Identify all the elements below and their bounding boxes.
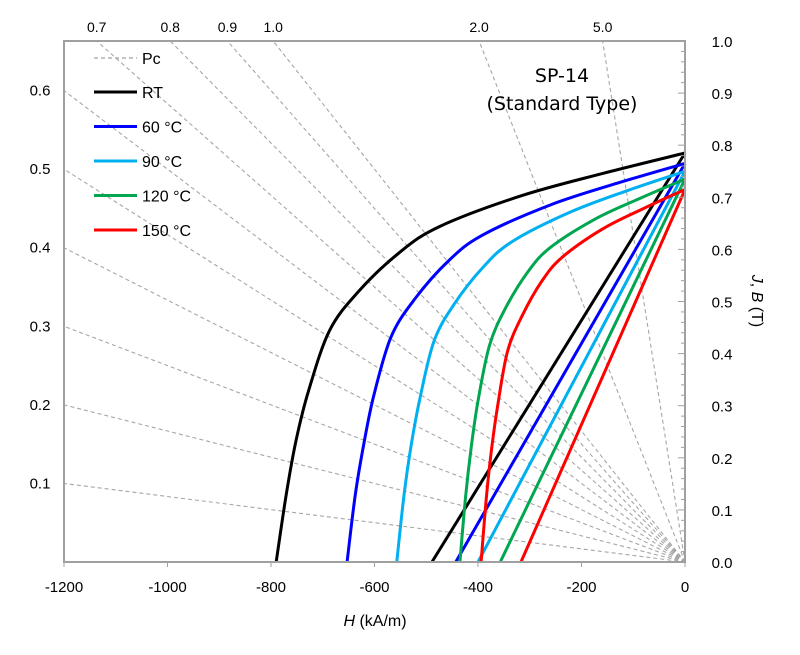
- chart-title: SP-14: [535, 65, 589, 87]
- j-curve-60c: [345, 161, 686, 563]
- legend-label-120c: 120 °C: [142, 189, 191, 206]
- j-curve-rt: [274, 151, 686, 563]
- y-tick-label: 0.1: [712, 503, 733, 520]
- x-tick-label: -400: [463, 579, 493, 596]
- pc-label-0.2: 0.2: [30, 397, 51, 414]
- j-curve-90c: [395, 169, 686, 563]
- pc-line-0.5: [63, 168, 686, 563]
- y-axis-label-b: B: [748, 292, 765, 303]
- y-tick-label: 0.6: [712, 242, 733, 259]
- x-tick-label: -1200: [45, 579, 83, 596]
- x-tick-label: -1000: [148, 579, 186, 596]
- pc-label-5.0: 5.0: [593, 19, 613, 35]
- y-axis-label: J, B (T): [748, 274, 765, 327]
- axes: -1200 -1000 -800 -600 -400 -200 0 0.0 0.1 0.2 0.3 0…: [45, 34, 733, 596]
- x-tick-label: -800: [256, 579, 286, 596]
- pc-line-1.0: [272, 40, 686, 563]
- pc-line-0.2: [63, 404, 686, 563]
- pc-label-0.7: 0.7: [87, 19, 107, 35]
- pc-line-0.1: [63, 482, 686, 563]
- legend-label-150c: 150 °C: [142, 223, 191, 240]
- pc-label-0.8: 0.8: [160, 19, 180, 35]
- y-tick-label: 0.2: [712, 451, 733, 468]
- pc-label-2.0: 2.0: [469, 19, 489, 35]
- pc-line-2.0: [478, 40, 686, 563]
- j-curve-150c: [479, 188, 686, 563]
- pc-line-0.7: [96, 40, 686, 563]
- x-tick-label: -200: [566, 579, 596, 596]
- b-line-150c: [519, 188, 687, 563]
- legend-label-pc: Pc: [142, 51, 161, 68]
- y-tick-label: 0.0: [712, 555, 733, 572]
- b-line-90c: [476, 170, 687, 563]
- b-line-rt: [430, 152, 687, 563]
- pc-line-0.3: [63, 325, 686, 563]
- b-line-60c: [454, 162, 687, 563]
- b-line-120c: [498, 178, 687, 563]
- legend-label-rt: RT: [142, 85, 163, 102]
- y-tick-label: 0.3: [712, 399, 733, 416]
- pc-label-0.5: 0.5: [30, 161, 51, 178]
- x-axis-label-unit: (kA/m): [355, 613, 407, 630]
- curves: [274, 151, 687, 563]
- legend: Pc RT 60 °C 90 °C 120 °C 150 °C: [94, 51, 191, 240]
- y-tick-label: 1.0: [712, 34, 733, 51]
- pc-line-0.8: [169, 40, 686, 563]
- pc-label-0.4: 0.4: [30, 240, 51, 257]
- pc-label-0.3: 0.3: [30, 318, 51, 335]
- x-tick-label: -600: [359, 579, 389, 596]
- y-axis-label-j: J: [748, 274, 765, 284]
- pc-label-0.1: 0.1: [30, 475, 51, 492]
- y-axis-label-unit: (T): [748, 302, 765, 327]
- x-axis-label: H (kA/m): [343, 613, 406, 630]
- pc-line-0.6: [63, 90, 686, 563]
- chart-subtitle: (Standard Type): [487, 93, 638, 115]
- y-tick-label: 0.9: [712, 86, 733, 103]
- pc-lines: 0.1 0.2 0.3 0.4 0.5 0.6 0.7 0.8 0.9 1.0 2.0 5.0: [30, 19, 686, 563]
- y-tick-label: 0.7: [712, 190, 733, 207]
- j-curve-120c: [458, 177, 686, 563]
- legend-label-60c: 60 °C: [142, 120, 182, 137]
- pc-label-0.6: 0.6: [30, 83, 51, 100]
- pc-line-5.0: [602, 40, 686, 563]
- pc-line-0.4: [63, 247, 686, 563]
- pc-label-1.0: 1.0: [263, 19, 283, 35]
- x-axis-label-symbol: H: [343, 613, 355, 630]
- pc-label-0.9: 0.9: [218, 19, 238, 35]
- y-tick-label: 0.4: [712, 347, 733, 364]
- y-axis-label-sep: ,: [748, 283, 765, 292]
- y-tick-label: 0.8: [712, 138, 733, 155]
- y-tick-label: 0.5: [712, 295, 733, 312]
- legend-label-90c: 90 °C: [142, 154, 182, 171]
- x-tick-label: 0: [681, 579, 689, 596]
